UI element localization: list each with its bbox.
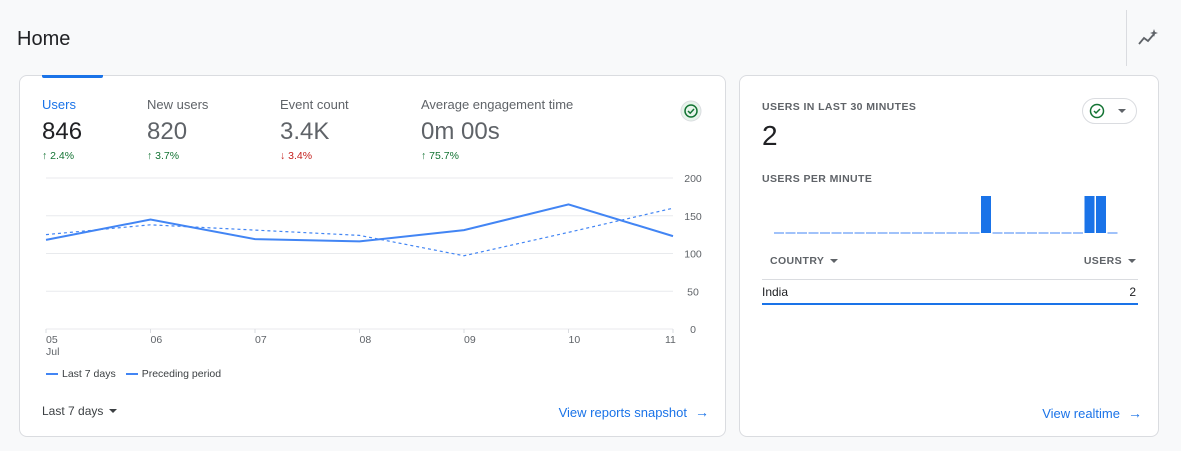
overview-card: Users 846 ↑ 2.4% New users 820 ↑ 3.7% Ev… <box>19 75 726 437</box>
view-reports-snapshot-link[interactable]: View reports snapshot → <box>559 404 709 420</box>
users-line-chart: 0 50 100 150 200 05 06 07 08 09 10 11 Jul <box>45 173 702 358</box>
caret-down-icon <box>1118 109 1126 113</box>
series-line-current <box>45 203 674 243</box>
y-tick-label: 150 <box>684 211 702 223</box>
metric-label: Average engagement time <box>421 97 574 112</box>
table-divider <box>762 279 1138 280</box>
link-label: View realtime <box>1042 405 1120 421</box>
table-row-bar <box>762 303 1138 305</box>
x-tick-label: 10 <box>569 334 581 346</box>
caret-down-icon <box>1128 259 1136 263</box>
legend-swatch-dashed <box>125 373 138 375</box>
minute-bar <box>981 196 991 233</box>
realtime-card: USERS IN LAST 30 MINUTES 2 USERS PER MIN… <box>739 75 1159 437</box>
metric-label: Users <box>42 97 76 112</box>
chart-legend: Last 7 days Preceding period <box>46 368 221 380</box>
view-realtime-link[interactable]: View realtime → <box>1042 405 1142 421</box>
realtime-status-dropdown[interactable] <box>1082 98 1137 124</box>
legend-previous: Preceding period <box>141 368 222 380</box>
x-tick-label: 06 <box>151 334 163 346</box>
per-minute-title: USERS PER MINUTE <box>762 173 873 185</box>
metric-new-users[interactable]: New users 820 ↑ 3.7% <box>147 97 208 162</box>
x-tick-sublabel: Jul <box>46 346 59 358</box>
metric-value: 3.4K <box>280 118 330 145</box>
metric-delta: ↓ 3.4% <box>280 150 313 162</box>
metric-delta: ↑ 3.7% <box>147 150 180 162</box>
x-tick-label: 09 <box>464 334 476 346</box>
metric-delta: ↑ 75.7% <box>421 150 459 162</box>
minute-bar <box>1096 196 1106 233</box>
realtime-value: 2 <box>762 120 778 151</box>
country-column-header[interactable]: COUNTRY <box>770 255 839 267</box>
check-circle-icon[interactable] <box>680 100 702 122</box>
metric-event-count[interactable]: Event count 3.4K ↓ 3.4% <box>280 97 349 162</box>
header-divider <box>1126 10 1127 66</box>
minute-bar <box>1084 196 1095 233</box>
caret-down-icon <box>109 409 118 413</box>
x-tick-label: 08 <box>360 334 372 346</box>
column-label: COUNTRY <box>770 255 825 267</box>
link-label: View reports snapshot <box>558 404 687 420</box>
column-label: USERS <box>1083 255 1122 267</box>
insights-icon[interactable] <box>1136 26 1160 50</box>
date-range-dropdown[interactable]: Last 7 days <box>42 404 118 418</box>
x-tick-label: 05 <box>46 334 58 346</box>
metric-label: New users <box>147 97 209 112</box>
metric-value: 820 <box>147 118 188 145</box>
table-cell-country: India <box>762 285 789 299</box>
x-tick-label: 07 <box>255 334 267 346</box>
x-tick-label: 11 <box>665 334 676 346</box>
y-tick-label: 50 <box>687 286 699 298</box>
metric-value: 0m 00s <box>421 118 500 145</box>
series-line-preceding <box>45 207 674 257</box>
table-cell-users: 2 <box>1129 285 1136 299</box>
active-metric-indicator <box>42 75 103 78</box>
realtime-title: USERS IN LAST 30 MINUTES <box>762 101 917 113</box>
users-column-header[interactable]: USERS <box>1084 255 1136 267</box>
check-circle-icon <box>1089 103 1105 119</box>
legend-swatch-solid <box>46 373 58 375</box>
caret-down-icon <box>830 259 839 263</box>
legend-current: Last 7 days <box>62 368 116 380</box>
arrow-right-icon: → <box>1128 405 1142 421</box>
metric-delta: ↑ 2.4% <box>42 150 75 162</box>
date-range-label: Last 7 days <box>42 404 104 418</box>
arrow-right-icon: → <box>695 404 709 420</box>
metric-engagement-time[interactable]: Average engagement time 0m 00s ↑ 75.7% <box>421 97 573 162</box>
page-title: Home <box>17 28 71 50</box>
y-tick-label: 100 <box>684 249 702 261</box>
metric-value: 846 <box>42 118 83 145</box>
y-tick-label: 0 <box>690 324 696 336</box>
y-tick-label: 200 <box>684 173 702 185</box>
metric-users[interactable]: Users 846 ↑ 2.4% <box>42 97 82 162</box>
users-per-minute-chart <box>774 196 1118 234</box>
metric-label: Event count <box>280 97 349 112</box>
